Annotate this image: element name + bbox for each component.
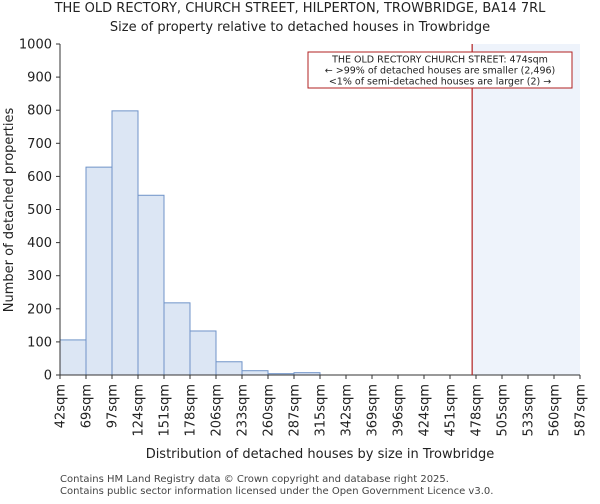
y-tick-label: 400 (27, 236, 52, 251)
bar (85, 166, 113, 376)
x-tick-label: 560sqm (548, 384, 563, 437)
y-tick-label: 500 (27, 203, 52, 218)
x-tick-label: 260sqm (262, 384, 277, 437)
x-tick-label: 124sqm (132, 384, 147, 437)
y-tick-label: 100 (27, 335, 52, 350)
footer-line-1: Contains HM Land Registry data © Crown c… (60, 474, 449, 485)
x-tick-label: 369sqm (366, 384, 381, 437)
annotation-line: THE OLD RECTORY CHURCH STREET: 474sqm (331, 55, 548, 66)
chart-title: THE OLD RECTORY, CHURCH STREET, HILPERTO… (54, 1, 547, 16)
x-tick-label: 396sqm (392, 384, 407, 437)
x-tick-label: 151sqm (158, 384, 173, 437)
x-tick-label: 178sqm (184, 384, 199, 437)
annotation-line: ← >99% of detached houses are smaller (2… (325, 66, 556, 77)
y-tick-label: 1000 (19, 38, 52, 53)
x-tick-label: 342sqm (340, 384, 355, 437)
bar (163, 302, 191, 376)
x-tick-label: 505sqm (496, 384, 511, 437)
x-tick-label: 533sqm (522, 384, 537, 437)
annotation-box (307, 51, 573, 89)
x-tick-label: 42sqm (54, 384, 69, 428)
y-tick-label: 700 (27, 137, 52, 152)
x-tick-label: 451sqm (444, 384, 459, 437)
y-tick-label: 0 (44, 369, 52, 384)
x-tick-label: 478sqm (470, 384, 485, 437)
highlight-region (472, 44, 580, 375)
x-tick-label: 69sqm (80, 384, 95, 428)
y-axis-label: Number of detached properties (2, 108, 17, 313)
x-tick-label: 233sqm (236, 384, 251, 437)
x-tick-label: 206sqm (210, 384, 225, 437)
x-tick-label: 587sqm (574, 384, 589, 437)
annotation-line: <1% of semi-detached houses are larger (… (329, 77, 551, 88)
y-tick-label: 200 (27, 302, 52, 317)
plot-area: 0 100 200 300 400 500 600 700 800 900 1000 42sqm 69s… (19, 38, 589, 437)
x-tick-label: 424sqm (418, 384, 433, 437)
y-tick-label: 900 (27, 71, 52, 86)
y-tick-label: 800 (27, 104, 52, 119)
y-tick-label: 600 (27, 170, 52, 185)
bar (241, 370, 269, 376)
bar (137, 194, 165, 376)
x-tick-label: 287sqm (288, 384, 303, 437)
footer-line-2: Contains public sector information licen… (60, 486, 493, 497)
bar (215, 361, 243, 376)
bar (59, 339, 87, 376)
x-tick-label: 97sqm (106, 384, 121, 428)
chart-subtitle: Size of property relative to detached ho… (110, 20, 490, 35)
x-tick-label: 315sqm (314, 384, 329, 437)
bar (111, 110, 139, 376)
bar (189, 330, 217, 376)
x-axis-label: Distribution of detached houses by size … (146, 447, 495, 462)
y-tick-label: 300 (27, 269, 52, 284)
